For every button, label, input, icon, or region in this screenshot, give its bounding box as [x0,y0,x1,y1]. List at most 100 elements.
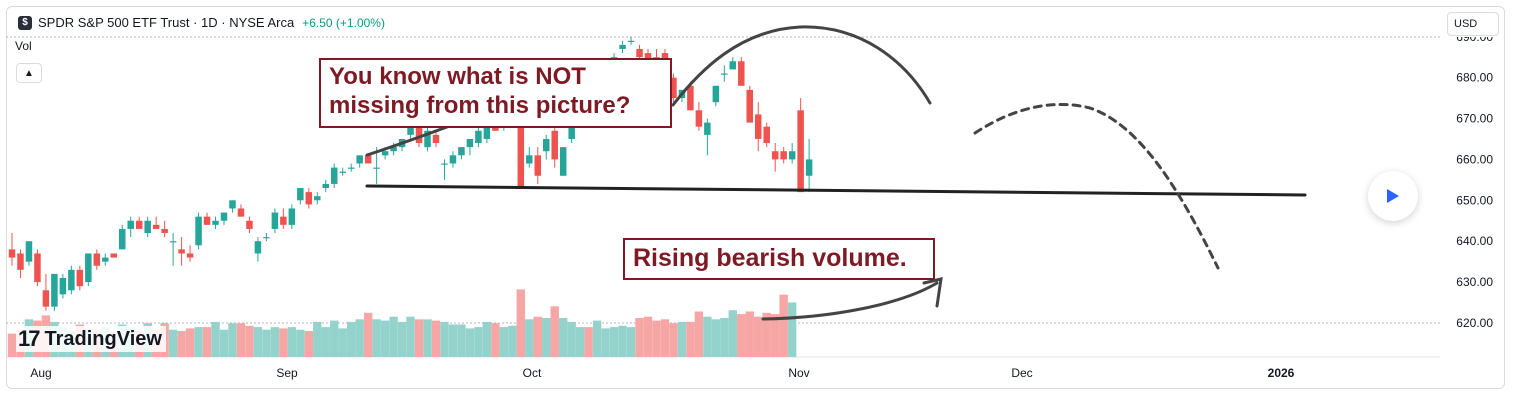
candle [542,138,550,152]
candle [771,151,779,160]
volume-bar [296,329,305,357]
price-change: +6.50 (+1.00%) [302,15,385,30]
candle [415,126,423,144]
volume-bar [720,318,729,357]
volume-bar [253,327,263,357]
candle [85,253,92,283]
volume-bar [219,329,229,357]
candle [220,212,228,221]
candle [322,183,330,189]
candle [76,269,84,287]
candle [118,228,126,250]
candle [356,155,363,164]
volume-bar [440,321,449,357]
candle [144,220,151,234]
volume-bar [542,318,551,357]
volume-bar [262,329,271,357]
volume-bar [745,311,754,357]
volume-bar [7,333,17,357]
volume-bar [347,321,356,357]
y-tick-label: 650.00 [1456,193,1493,207]
candle [34,253,41,283]
y-axis: 620.00 630.00 640.00 650.00 660.00 670.00 680.… [1456,37,1493,330]
volume-bar [643,316,653,357]
y-tick-label: 660.00 [1456,152,1493,166]
volume-bar [304,331,313,357]
candle [729,61,737,70]
candle [788,151,796,160]
y-tick-label: 630.00 [1456,275,1493,289]
candle [568,122,575,139]
x-tick-label: Nov [788,366,809,380]
candle [246,220,253,229]
candle [339,171,346,173]
volume-bar [228,323,237,357]
candle [330,167,338,184]
candle [704,122,711,135]
candle [186,253,194,258]
collapse-chevron-up-icon[interactable]: ▲ [16,63,42,83]
volume-bar [525,319,534,357]
x-tick-label: Aug [30,366,51,380]
volume-bar [737,314,746,357]
volume-label[interactable]: Vol [15,39,32,53]
candle [763,126,770,144]
annotation-drawings [365,25,1307,321]
volume-bar [771,314,780,357]
symbol-title[interactable]: SPDR S&P 500 ETF Trust · 1D · NYSE Arca [38,15,295,30]
volume-bar [431,320,441,357]
candle [746,89,754,123]
candle [636,48,643,58]
tradingview-watermark: 17 TradingView [16,326,166,352]
volume-bar [168,329,178,357]
volume-bar [185,328,195,357]
y-tick-label: 670.00 [1456,112,1493,126]
candle [619,44,626,49]
volume-bar [465,328,475,357]
volume-bar [287,327,297,357]
play-icon [1387,189,1399,203]
volume-bar [703,316,712,357]
volume-bar [601,328,610,357]
candle [110,253,118,258]
volume-bar [177,331,186,357]
replay-play-button[interactable] [1368,171,1418,221]
volume-bar [448,324,458,357]
candle [305,192,313,205]
tradingview-logo-icon: 17 [18,326,41,351]
volume-bar [406,316,415,357]
candle [712,85,720,103]
candle [721,73,728,75]
candle [424,130,431,148]
candle [8,249,16,258]
candle [42,290,50,307]
volume-bar [618,325,627,357]
candle [229,200,236,209]
volume-bar [609,327,619,357]
volume-bar [389,316,398,357]
support-line [365,184,1307,197]
candle [432,134,440,144]
candle [288,208,296,225]
currency-button[interactable]: USD [1447,12,1499,36]
volume-arrow-head [922,277,943,308]
x-tick-label: Dec [1011,366,1032,380]
watermark-text: TradingView [44,327,162,350]
candle [458,147,465,156]
candle [203,216,211,225]
volume-bar [279,328,288,357]
volume-bar [202,327,212,357]
volume-bar [550,306,559,357]
volume-bar [338,328,347,357]
volume-bar [211,321,220,357]
volume-bar [592,320,602,357]
volume-bar [754,316,763,357]
volume-bar [694,311,704,357]
projected-path-dotted [973,102,1220,270]
candle [551,130,558,160]
y-tick-label: 640.00 [1456,234,1493,248]
candle [559,147,567,176]
volume-bar [669,323,678,357]
candle [670,77,677,99]
